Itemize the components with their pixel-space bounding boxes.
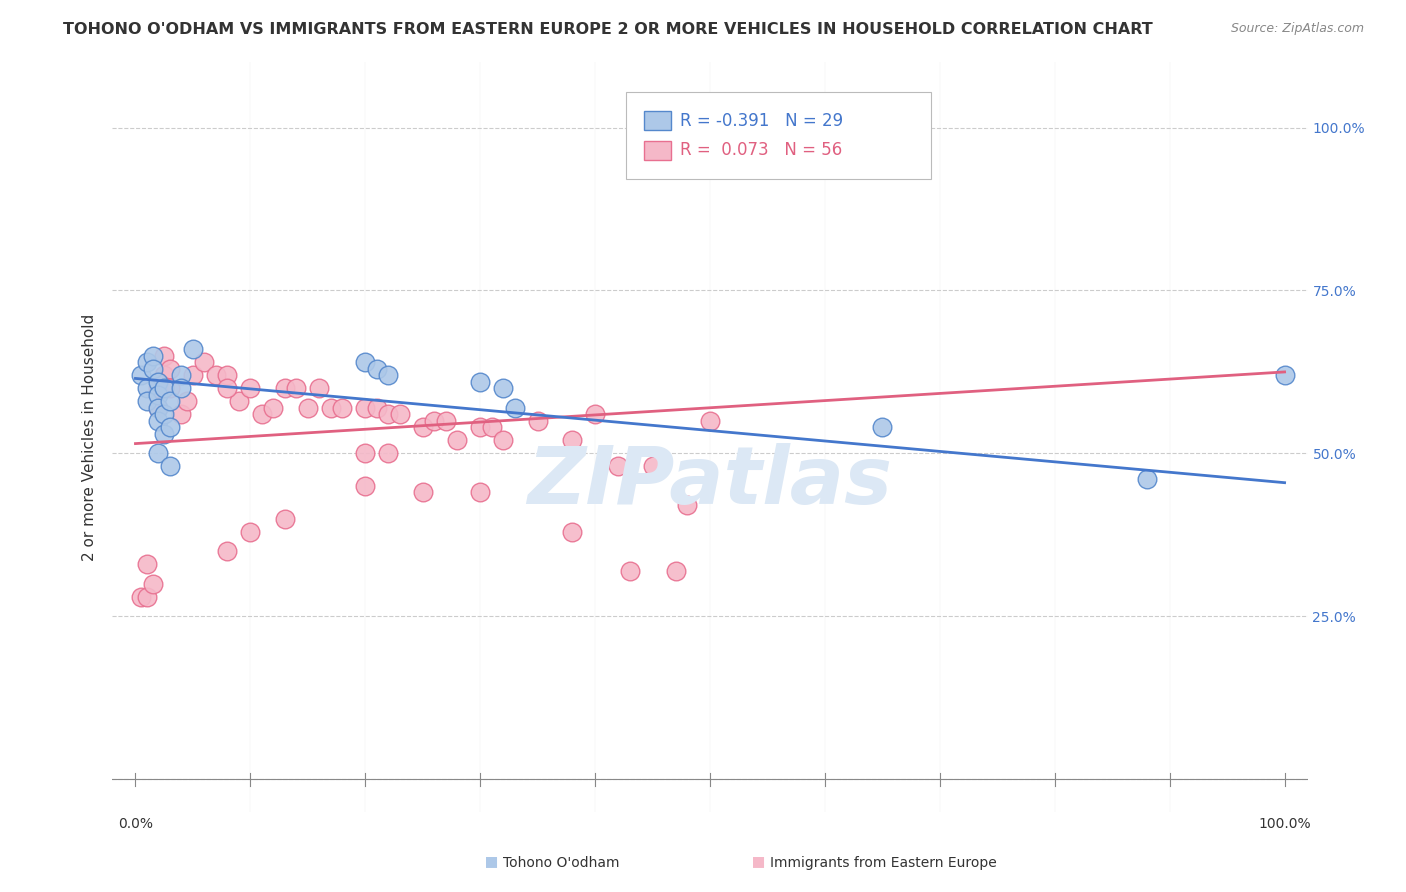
Point: [412, 485, 434, 500]
Point: [181, 342, 204, 356]
Point: [159, 459, 181, 474]
Point: [142, 576, 165, 591]
Text: ▪: ▪: [751, 851, 766, 871]
Point: [664, 564, 686, 578]
Point: [217, 544, 239, 558]
Point: [262, 401, 284, 415]
Point: [176, 394, 198, 409]
Point: [274, 381, 297, 395]
Point: [148, 446, 170, 460]
Point: [607, 459, 630, 474]
Point: [561, 524, 583, 539]
Point: [297, 401, 319, 415]
Point: [641, 459, 664, 474]
Point: [193, 355, 215, 369]
Point: [136, 557, 159, 571]
Point: [250, 407, 273, 421]
Point: [239, 524, 262, 539]
Point: [434, 414, 457, 428]
Point: [148, 381, 170, 395]
Point: [354, 401, 377, 415]
Point: [153, 426, 176, 441]
Point: [148, 414, 170, 428]
Point: [148, 401, 170, 415]
Point: [153, 368, 176, 383]
Point: [366, 401, 388, 415]
Point: [136, 381, 159, 395]
Point: [136, 590, 159, 604]
Point: [330, 401, 353, 415]
Point: [1136, 472, 1159, 486]
Point: [470, 375, 492, 389]
Point: [129, 590, 152, 604]
Point: [153, 381, 176, 395]
FancyBboxPatch shape: [644, 112, 671, 130]
Point: [583, 407, 606, 421]
Point: [423, 414, 446, 428]
Point: [377, 407, 399, 421]
Point: [159, 394, 181, 409]
Point: [377, 446, 399, 460]
Point: [377, 368, 399, 383]
Point: [239, 381, 262, 395]
Point: [274, 511, 297, 525]
Point: [492, 381, 515, 395]
Y-axis label: 2 or more Vehicles in Household: 2 or more Vehicles in Household: [82, 313, 97, 561]
Text: R = -0.391   N = 29: R = -0.391 N = 29: [681, 112, 844, 129]
Point: [366, 361, 388, 376]
Point: [481, 420, 503, 434]
Point: [1274, 368, 1296, 383]
Point: [699, 414, 721, 428]
Point: [503, 401, 526, 415]
Point: [285, 381, 308, 395]
Point: [619, 564, 641, 578]
Point: [354, 479, 377, 493]
Point: [217, 368, 239, 383]
Point: [412, 420, 434, 434]
Point: [153, 349, 176, 363]
Text: Tohono O'odham: Tohono O'odham: [503, 856, 620, 870]
Text: TOHONO O'ODHAM VS IMMIGRANTS FROM EASTERN EUROPE 2 OR MORE VEHICLES IN HOUSEHOLD: TOHONO O'ODHAM VS IMMIGRANTS FROM EASTER…: [63, 22, 1153, 37]
FancyBboxPatch shape: [644, 141, 671, 160]
Point: [205, 368, 228, 383]
Point: [308, 381, 330, 395]
Point: [136, 394, 159, 409]
Text: R =  0.073   N = 56: R = 0.073 N = 56: [681, 142, 842, 160]
Point: [492, 434, 515, 448]
Text: ▪: ▪: [484, 851, 499, 871]
Point: [228, 394, 250, 409]
Point: [872, 420, 894, 434]
Point: [354, 355, 377, 369]
Point: [388, 407, 411, 421]
Text: Immigrants from Eastern Europe: Immigrants from Eastern Europe: [770, 856, 997, 870]
Point: [470, 485, 492, 500]
Point: [217, 381, 239, 395]
Point: [148, 388, 170, 402]
Point: [148, 401, 170, 415]
Point: [129, 368, 152, 383]
Point: [136, 355, 159, 369]
Point: [170, 381, 193, 395]
Point: [354, 446, 377, 460]
Point: [148, 375, 170, 389]
Point: [142, 349, 165, 363]
Point: [676, 499, 699, 513]
Point: [319, 401, 342, 415]
Point: [561, 434, 583, 448]
Text: ZIPatlas: ZIPatlas: [527, 443, 893, 521]
FancyBboxPatch shape: [627, 93, 931, 178]
Point: [153, 407, 176, 421]
Point: [446, 434, 468, 448]
Point: [470, 420, 492, 434]
Point: [159, 381, 181, 395]
Text: Source: ZipAtlas.com: Source: ZipAtlas.com: [1230, 22, 1364, 36]
Point: [159, 420, 181, 434]
Point: [181, 368, 204, 383]
Point: [142, 361, 165, 376]
Point: [526, 414, 548, 428]
Point: [170, 407, 193, 421]
Point: [170, 368, 193, 383]
Point: [159, 361, 181, 376]
